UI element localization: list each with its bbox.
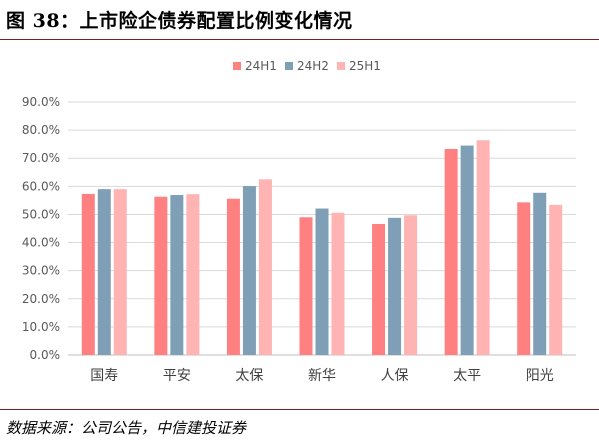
bar-chart: 0.0% 10.0% 20.0% 30.0% 40.0% 50.0% 60.0% 70.0% 8…: [0, 44, 599, 406]
bar-25h1-4: [404, 215, 418, 355]
legend-label: 24H2: [297, 59, 329, 73]
bar-24h1-0: [81, 193, 95, 355]
bar-25h1-2: [258, 179, 272, 355]
y-tick-label: 50.0%: [22, 207, 60, 221]
bar-24h2-2: [242, 186, 256, 355]
y-tick-label: 40.0%: [22, 236, 60, 250]
footer-divider: [0, 409, 599, 410]
title-divider: [0, 39, 599, 40]
y-tick-label: 70.0%: [22, 151, 60, 165]
y-tick-label: 20.0%: [22, 292, 60, 306]
y-tick-label: 90.0%: [22, 95, 60, 109]
legend: 24H1 24H2 25H1: [233, 59, 381, 73]
bars: [81, 140, 563, 355]
bar-25h1-6: [549, 204, 563, 355]
bar-24h1-1: [154, 196, 168, 355]
bar-25h1-5: [476, 140, 490, 355]
x-tick-label: 太平: [453, 368, 481, 384]
legend-swatch: [233, 62, 241, 70]
legend-swatch: [337, 62, 345, 70]
bar-24h2-4: [388, 217, 402, 355]
x-tick-label: 平安: [163, 368, 191, 384]
bar-24h1-3: [299, 217, 313, 355]
bar-25h1-3: [331, 212, 345, 355]
legend-label: 25H1: [349, 59, 381, 73]
y-tick-label: 10.0%: [22, 320, 60, 334]
y-tick-label: 30.0%: [22, 264, 60, 278]
legend-label: 24H1: [245, 59, 277, 73]
bar-24h2-5: [460, 145, 474, 355]
bar-24h2-6: [533, 192, 547, 355]
x-tick-label: 阳光: [526, 368, 554, 384]
bar-24h1-4: [372, 224, 386, 355]
bar-25h1-0: [113, 189, 127, 355]
y-tick-label: 0.0%: [30, 348, 61, 362]
x-tick-label: 国寿: [90, 367, 118, 384]
bar-24h2-0: [97, 189, 111, 355]
x-tick-label: 人保: [381, 368, 409, 384]
chart-canvas: 0.0% 10.0% 20.0% 30.0% 40.0% 50.0% 60.0% 70.0% 8…: [22, 59, 576, 384]
x-tick-label: 新华: [308, 368, 336, 384]
bar-24h1-2: [226, 198, 240, 355]
figure-title: 图 38：上市险企债券配置比例变化情况: [6, 10, 353, 32]
legend-swatch: [285, 62, 293, 70]
bar-24h1-5: [444, 148, 458, 355]
y-tick-label: 60.0%: [22, 179, 60, 193]
bar-24h2-1: [170, 195, 184, 355]
bar-24h2-3: [315, 208, 329, 355]
y-tick-label: 80.0%: [22, 123, 60, 137]
bar-24h1-6: [517, 202, 531, 355]
bar-25h1-1: [186, 194, 200, 355]
x-tick-label: 太保: [235, 368, 263, 384]
source-note: 数据来源：公司公告，中信建投证券: [6, 419, 247, 437]
x-axis: 国寿 平安 太保 新华 人保 太平 阳光: [90, 367, 553, 384]
